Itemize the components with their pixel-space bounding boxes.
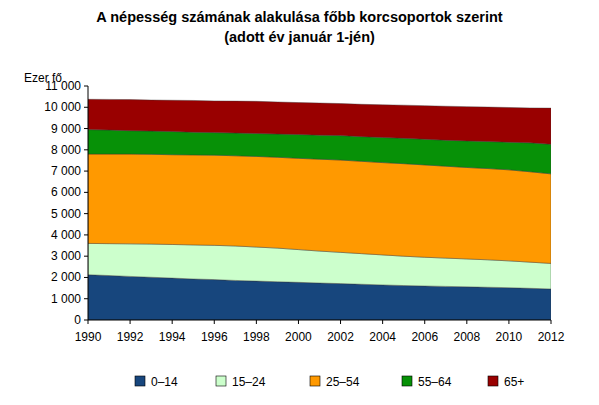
legend-label: 65+ [504, 375, 524, 389]
x-tick [130, 320, 131, 324]
y-tick [84, 234, 88, 235]
y-tick-label: 5 000 [51, 207, 81, 221]
y-tick [84, 171, 88, 172]
x-tick [298, 320, 299, 324]
y-tick [84, 192, 88, 193]
y-tick-label: 0 [74, 313, 81, 327]
legend-label: 15–24 [232, 375, 266, 389]
y-tick [84, 107, 88, 108]
x-tick [382, 320, 383, 324]
area [88, 99, 551, 144]
x-tick-label: 1996 [201, 330, 228, 344]
y-tick [84, 128, 88, 129]
y-tick [84, 298, 88, 299]
x-tick [340, 320, 341, 324]
legend-label: 0–14 [151, 375, 178, 389]
legend-label: 55–64 [418, 375, 452, 389]
x-tick-label: 2012 [538, 330, 565, 344]
x-tick [88, 320, 89, 324]
y-tick-label: 11 000 [45, 79, 81, 93]
legend-swatch [402, 376, 412, 386]
y-tick-label: 4 000 [51, 228, 81, 242]
x-tick [424, 320, 425, 324]
x-tick-label: 2006 [411, 330, 438, 344]
x-tick-label: 2008 [453, 330, 480, 344]
subtitle: (adott év január 1-jén) [224, 29, 375, 45]
y-tick [84, 86, 88, 87]
plot-area [88, 99, 551, 320]
y-tick-label: 8 000 [51, 143, 81, 157]
x-tick [466, 320, 467, 324]
x-tick-label: 1990 [75, 330, 102, 344]
y-tick-label: 9 000 [51, 122, 81, 136]
y-tick [84, 256, 88, 257]
chart: A népesség számának alakulása főbb korcs… [0, 0, 599, 405]
legend-swatch [488, 376, 498, 386]
y-axis [88, 86, 89, 320]
x-tick [551, 320, 552, 324]
x-tick-label: 1998 [243, 330, 270, 344]
x-tick [256, 320, 257, 324]
x-tick [508, 320, 509, 324]
x-tick-label: 1994 [159, 330, 186, 344]
x-tick [214, 320, 215, 324]
y-tick [84, 149, 88, 150]
legend: 0–14 15–24 25–54 55–64 65+ [135, 375, 524, 389]
x-tick-label: 2010 [496, 330, 523, 344]
x-tick-label: 2000 [285, 330, 312, 344]
x-tick-label: 2004 [369, 330, 396, 344]
y-tick [84, 320, 88, 321]
y-tick-label: 3 000 [51, 249, 81, 263]
y-tick-label: 6 000 [51, 185, 81, 199]
x-tick [172, 320, 173, 324]
y-tick [84, 277, 88, 278]
y-tick-label: 2 000 [51, 270, 81, 284]
legend-swatch [135, 376, 145, 386]
y-tick-label: 10 000 [44, 100, 81, 114]
title: A népesség számának alakulása főbb korcs… [96, 9, 503, 25]
area [88, 154, 551, 263]
y-tick-label: 7 000 [51, 164, 81, 178]
legend-swatch [310, 376, 320, 386]
x-tick-label: 1992 [117, 330, 144, 344]
legend-label: 25–54 [326, 375, 360, 389]
y-tick [84, 213, 88, 214]
x-tick-label: 2002 [327, 330, 354, 344]
legend-swatch [216, 376, 226, 386]
y-tick-label: 1 000 [51, 292, 81, 306]
x-axis [88, 320, 551, 321]
